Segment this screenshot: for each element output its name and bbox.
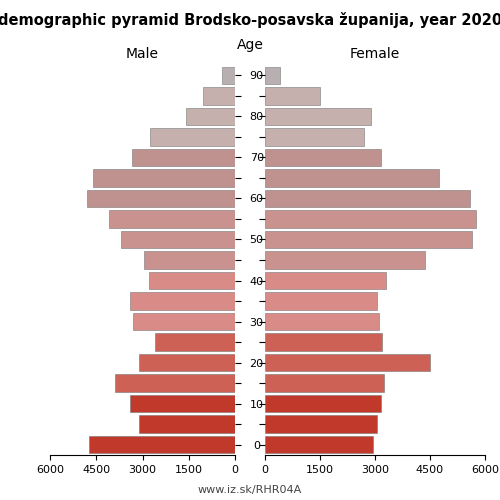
Bar [265,169,439,186]
Bar [140,354,235,372]
Bar [150,128,235,146]
Bar [265,374,384,392]
Bar [222,66,235,84]
Title: Female: Female [350,47,400,61]
Bar [265,210,476,228]
Bar [108,210,235,228]
Bar [202,87,235,104]
Bar [155,334,235,351]
Bar [265,354,430,372]
Bar [265,292,377,310]
Bar [93,169,235,186]
Bar [87,190,235,207]
Bar [265,66,280,84]
Bar [133,313,235,330]
Bar [265,231,472,248]
Bar [148,272,235,289]
Bar [265,313,378,330]
Bar [144,252,235,268]
Bar [121,231,235,248]
Bar [265,252,424,268]
Bar [115,374,235,392]
Bar [265,436,373,454]
Bar [88,436,235,454]
Bar [130,395,235,412]
Bar [265,272,386,289]
Bar [265,395,380,412]
Bar [132,148,235,166]
Title: Male: Male [126,47,159,61]
Text: Age: Age [236,38,264,52]
Bar [265,128,364,146]
Bar [265,108,372,125]
Bar [186,108,235,125]
Bar [265,416,377,433]
Bar [265,87,320,104]
Text: www.iz.sk/RHR04A: www.iz.sk/RHR04A [198,485,302,495]
Bar [265,148,380,166]
Bar [140,416,235,433]
Bar [265,334,382,351]
Bar [130,292,235,310]
Bar [265,190,470,207]
Text: demographic pyramid Brodsko-posavska županija, year 2020: demographic pyramid Brodsko-posavska žup… [0,12,500,28]
